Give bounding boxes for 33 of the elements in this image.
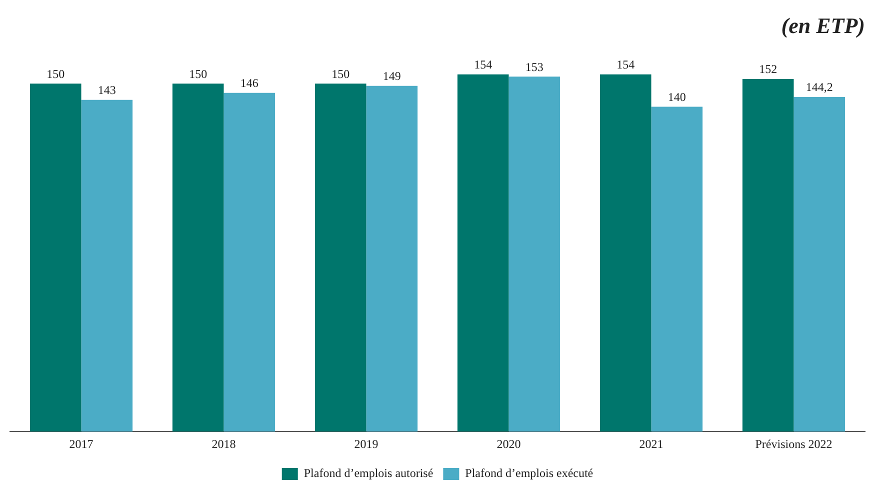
bar [366,86,418,432]
bar [314,84,366,432]
data-label: 140 [668,90,686,104]
bar [30,84,82,432]
data-label: 146 [240,76,258,90]
data-label: 150 [332,66,350,81]
bar [172,84,224,432]
bar [81,100,133,432]
data-label: 143 [98,82,116,97]
bar [600,74,652,432]
data-label: 149 [382,69,401,84]
x-tick-label: 2019 [354,436,378,451]
x-tick-label: 2018 [212,436,236,451]
data-label: 152 [759,62,778,76]
bar [651,106,703,432]
legend-label: Plafond d’emplois exécuté [465,466,594,480]
bar [794,97,846,432]
data-label: 150 [189,66,208,81]
x-tick-label: 2021 [639,436,664,451]
x-tick-label: 2017 [69,436,94,451]
bar [457,74,509,432]
x-tick-label: 2020 [496,436,521,451]
bar [508,76,560,432]
data-label: 154 [474,57,492,72]
data-label: 153 [525,60,544,74]
data-label: 154 [616,57,635,72]
bar [742,78,794,432]
legend-label: Plafond d’emplois autorisé [304,466,434,480]
x-tick-label: Prévisions 2022 [755,436,832,451]
data-label: 150 [46,66,65,81]
bar [224,92,276,432]
chart-title: (en ETP) [781,12,865,38]
data-label: 144,2 [806,80,833,94]
